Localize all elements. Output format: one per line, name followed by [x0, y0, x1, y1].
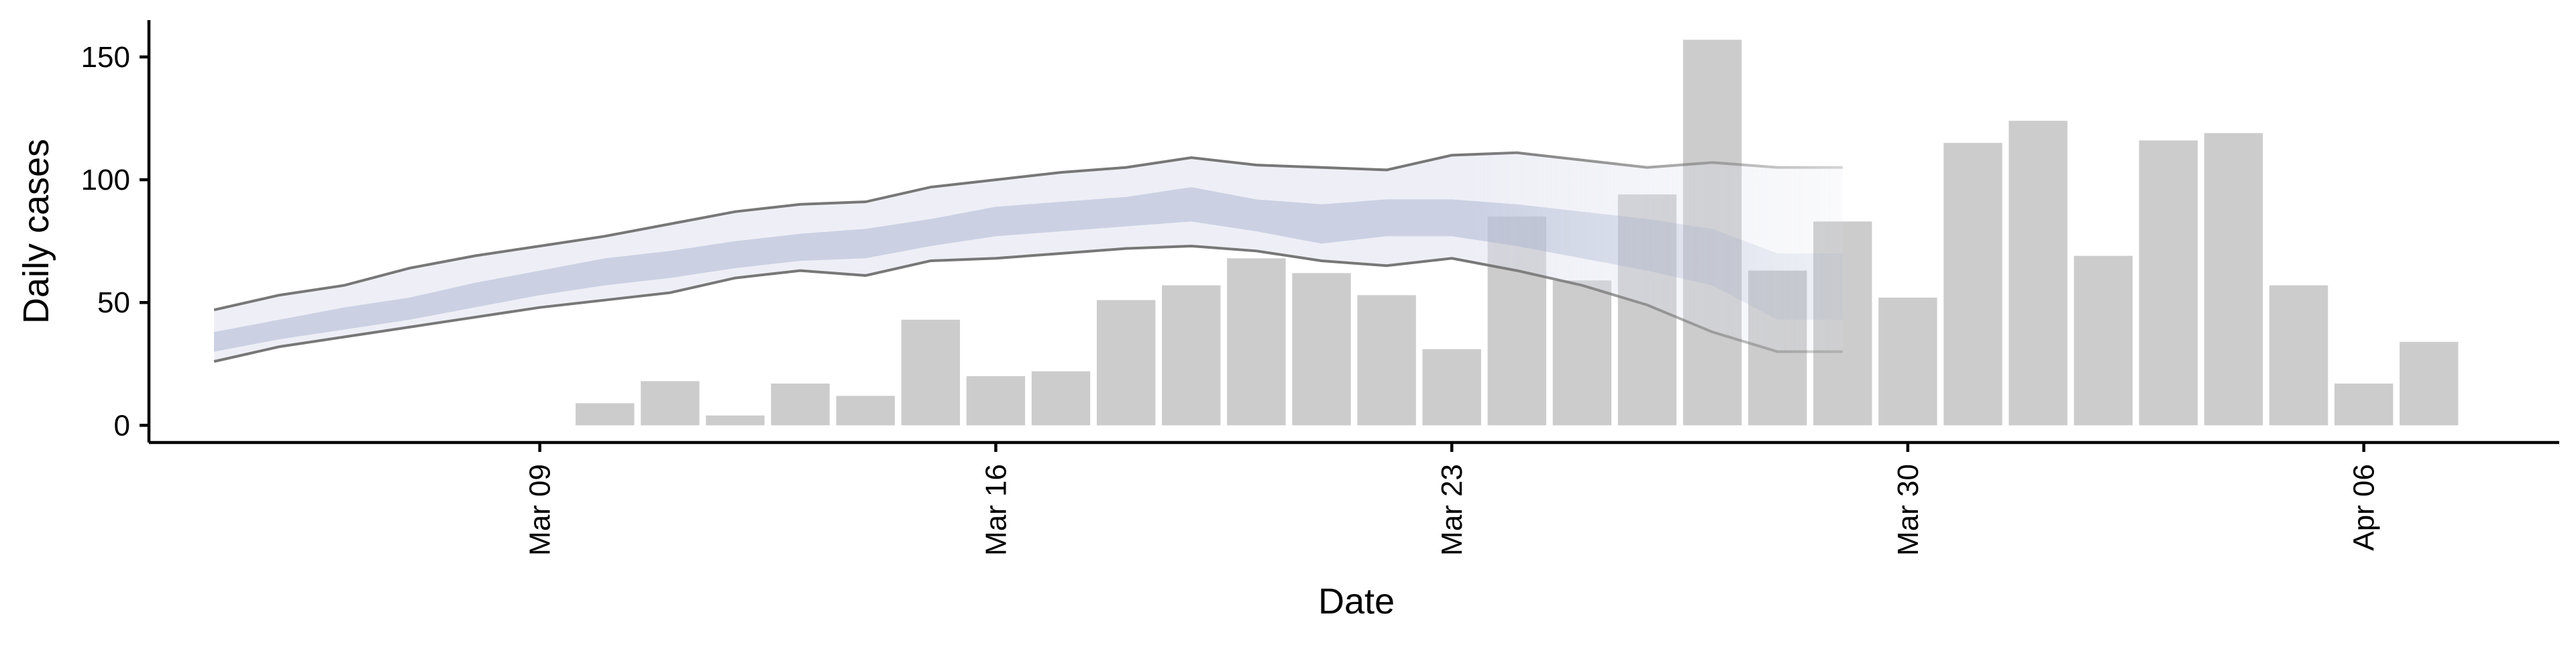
bar-2020-03-14: [836, 396, 895, 426]
bar-2020-03-18: [1096, 300, 1156, 426]
outer-band-upper-line: [213, 151, 1843, 312]
bar-2020-04-05: [2269, 285, 2328, 426]
y-axis-title: Daily cases: [16, 139, 56, 324]
inner-credible-band: [214, 187, 1843, 352]
bar-2020-03-30: [1878, 297, 1937, 426]
x-tick-label: Apr 06: [2348, 464, 2381, 551]
axes: 0 50 100 150 Mar 09 Mar 16 Mar 23 Mar 30 Apr 06: [81, 20, 2559, 556]
bar-2020-04-06: [2334, 384, 2394, 426]
bar-2020-03-10: [576, 403, 635, 426]
bar-2020-04-02: [2074, 255, 2133, 426]
x-tick-label: Mar 23: [1436, 464, 1468, 556]
bar-2020-03-21: [1292, 273, 1351, 426]
bar-2020-04-01: [2008, 121, 2068, 426]
bar-2020-03-22: [1357, 295, 1416, 426]
bar-2020-03-25: [1552, 280, 1612, 426]
bar-2020-03-17: [1031, 371, 1091, 426]
nowcast-bands: [213, 151, 1843, 363]
y-tick-label: 50: [97, 286, 130, 319]
bar-2020-03-12: [706, 415, 765, 426]
bar-2020-03-16: [966, 376, 1026, 426]
outer-band-lower-line: [213, 244, 1843, 363]
bar-2020-03-15: [901, 319, 960, 426]
y-tick-label: 0: [114, 409, 130, 442]
bar-2020-03-11: [641, 381, 700, 426]
bar-2020-03-20: [1227, 258, 1286, 426]
x-tick-label: Mar 30: [1892, 464, 1925, 556]
bar-2020-03-23: [1422, 349, 1481, 426]
bar-2020-04-07: [2400, 341, 2459, 426]
x-tick-label: Mar 09: [524, 464, 557, 556]
y-tick-label: 100: [81, 164, 130, 196]
y-tick-label: 150: [81, 41, 130, 74]
bar-2020-04-04: [2204, 133, 2263, 426]
x-ticks: Mar 09 Mar 16 Mar 23 Mar 30 Apr 06: [524, 443, 2381, 556]
x-axis-title: Date: [1318, 581, 1395, 622]
y-ticks: 0 50 100 150: [81, 41, 149, 442]
bar-2020-03-19: [1162, 285, 1221, 426]
bar-2020-03-13: [771, 384, 830, 426]
bar-2020-04-03: [2139, 140, 2198, 426]
bar-2020-03-31: [1943, 143, 2002, 426]
x-tick-label: Mar 16: [979, 464, 1012, 556]
